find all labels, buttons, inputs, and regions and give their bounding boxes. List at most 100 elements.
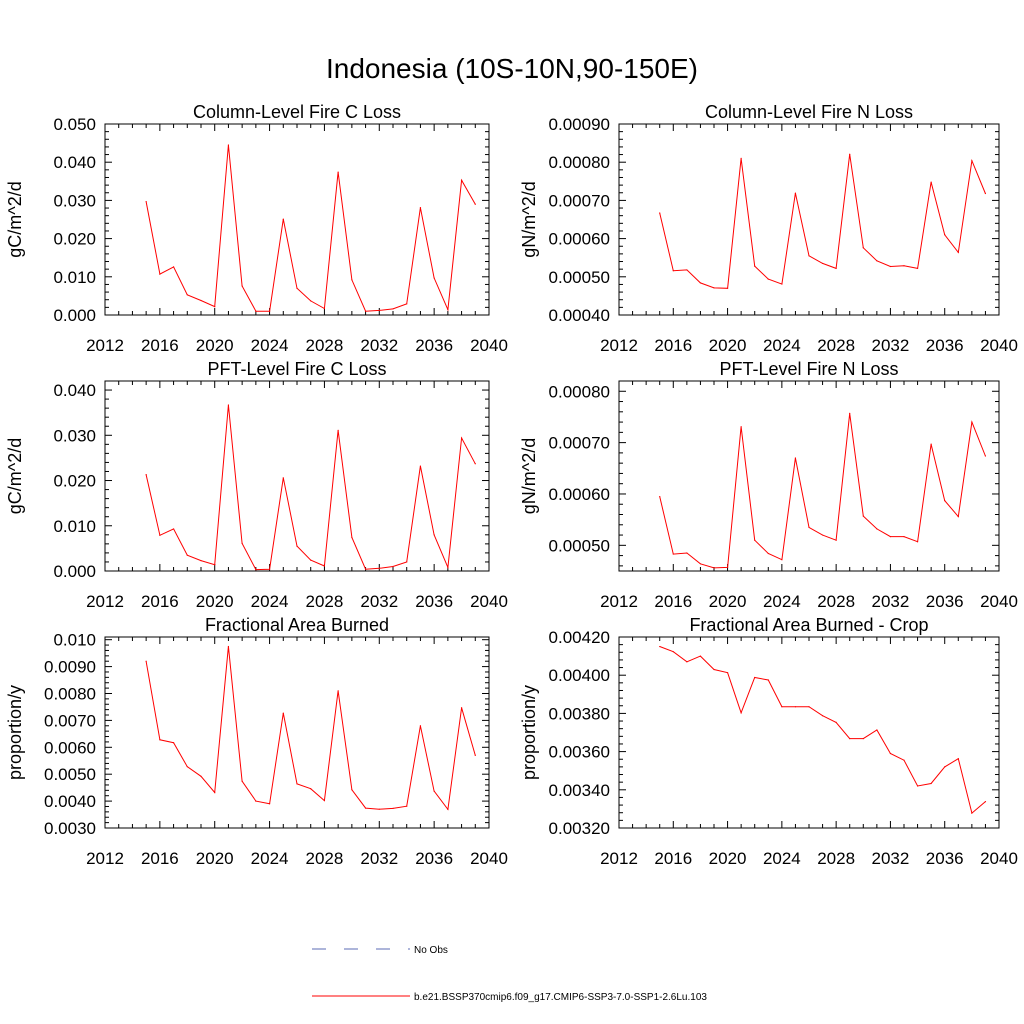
data-point [172, 742, 175, 744]
data-point [145, 200, 147, 203]
data-point [781, 283, 783, 285]
data-point [447, 309, 449, 311]
data-point [903, 535, 905, 538]
y-tick-label: 0.00040 [549, 306, 610, 325]
y-axis-label: gN/m^2/d [519, 181, 539, 257]
y-tick-label: 0.040 [53, 153, 96, 172]
x-tick-label: 2024 [251, 849, 289, 868]
plot-frame [104, 636, 490, 829]
data-point [406, 561, 408, 563]
data-point [145, 474, 147, 476]
data-point [255, 800, 257, 802]
x-tick-label: 2020 [709, 336, 747, 355]
x-tick-label: 2032 [360, 592, 398, 611]
x-tick-label: 2036 [926, 849, 964, 868]
data-point [808, 706, 810, 708]
x-tick-label: 2024 [251, 592, 289, 611]
panel-title: PFT-Level Fire N Loss [719, 359, 898, 379]
x-tick-label: 2032 [872, 849, 910, 868]
y-tick-label: 0.0040 [44, 792, 96, 811]
x-tick-label: 2012 [600, 336, 638, 355]
data-point [672, 651, 674, 653]
data-point [351, 279, 353, 281]
data-point [740, 712, 742, 714]
x-tick-label: 2032 [872, 336, 910, 355]
data-point [241, 285, 243, 287]
plot-frame [104, 380, 490, 572]
x-tick-label: 2020 [709, 592, 747, 611]
y-tick-label: 0.030 [53, 426, 96, 445]
series-line [145, 404, 476, 571]
y-tick-label: 0.040 [53, 381, 96, 400]
data-point [862, 515, 864, 517]
y-axis-label: gN/m^2/d [519, 438, 539, 514]
data-point [186, 294, 188, 296]
x-tick-label: 2032 [360, 849, 398, 868]
data-point [672, 270, 674, 272]
panels: Column-Level Fire C Loss gC/m^2/d 2012 2016… [5, 102, 1018, 868]
data-point [364, 568, 367, 570]
data-point [159, 534, 161, 536]
data-point [849, 153, 851, 155]
x-tick-label: 2028 [306, 592, 344, 611]
data-point [159, 273, 161, 275]
data-point [433, 534, 435, 536]
data-point [849, 412, 851, 414]
x-tick-label: 2012 [600, 592, 638, 611]
data-point [460, 707, 463, 709]
data-point [903, 759, 905, 761]
data-point [310, 559, 312, 561]
y-tick-label: 0.010 [53, 517, 96, 536]
data-point [241, 542, 243, 545]
data-point [754, 539, 756, 541]
data-point [474, 203, 476, 205]
data-point [447, 566, 449, 568]
y-tick-label: 0.00090 [549, 115, 610, 134]
data-point [781, 706, 783, 708]
data-point [433, 790, 435, 792]
x-tick-label: 2020 [709, 849, 747, 868]
x-tick-label: 2028 [306, 336, 344, 355]
y-tick-label: 0.0050 [44, 765, 96, 784]
chart-panel: PFT-Level Fire C Loss gC/m^2/d 2012 2016 202… [5, 359, 508, 611]
data-point [378, 808, 380, 810]
x-tick-label: 2012 [86, 592, 124, 611]
data-point [821, 262, 824, 265]
y-tick-label: 0.00400 [549, 666, 610, 685]
data-point [659, 495, 661, 498]
data-point [930, 443, 932, 445]
x-tick-label: 2024 [763, 592, 801, 611]
y-tick-label: 0.00060 [549, 230, 610, 249]
x-tick-label: 2036 [415, 592, 453, 611]
figure-title: Indonesia (10S-10N,90-150E) [326, 53, 698, 84]
x-tick-label: 2036 [926, 336, 964, 355]
y-tick-label: 0.00050 [549, 536, 610, 555]
series-line [659, 413, 986, 569]
y-tick-label: 0.00320 [549, 819, 610, 838]
data-point [474, 463, 476, 465]
x-tick-label: 2036 [415, 849, 453, 868]
data-point [889, 265, 892, 268]
data-point [821, 534, 824, 536]
data-point [916, 541, 919, 543]
panel-title: Column-Level Fire N Loss [705, 102, 913, 122]
data-point [323, 799, 326, 802]
data-point [808, 526, 810, 528]
data-point [268, 310, 271, 312]
data-point [447, 808, 449, 811]
y-tick-label: 0.00340 [549, 781, 610, 800]
x-tick-label: 2028 [306, 849, 344, 868]
data-point [364, 310, 367, 312]
data-point [930, 782, 932, 785]
data-point [713, 287, 715, 289]
data-point [984, 455, 987, 457]
data-point [794, 706, 797, 708]
x-tick-label: 2024 [763, 336, 801, 355]
x-tick-label: 2024 [763, 849, 801, 868]
data-point [323, 565, 326, 567]
data-point [419, 725, 422, 727]
x-tick-label: 2016 [141, 849, 179, 868]
y-axis-label: proportion/y [519, 685, 539, 780]
y-tick-label: 0.0060 [44, 738, 96, 757]
y-tick-label: 0.020 [53, 472, 96, 491]
